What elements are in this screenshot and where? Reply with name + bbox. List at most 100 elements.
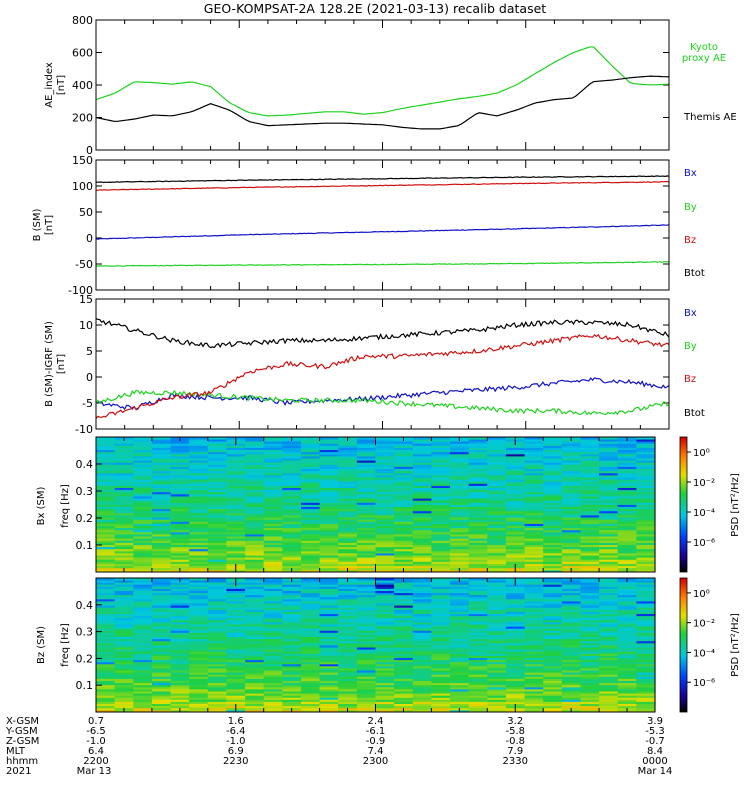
specbx-cell <box>282 542 302 545</box>
specbz-cell <box>394 705 414 709</box>
specbx-ylabel-line2: freq [Hz] <box>60 484 71 528</box>
specbx-cell <box>580 464 600 467</box>
specbx-cell <box>338 536 358 539</box>
specbx-cell <box>524 483 544 486</box>
specbz-cell <box>319 624 339 627</box>
specbz-cell <box>487 674 507 677</box>
specbz-cell <box>468 647 488 650</box>
specbx-cell <box>580 546 600 550</box>
specbx-cell <box>170 470 190 474</box>
specbz-cell <box>282 689 302 692</box>
specbz-cell <box>189 594 209 598</box>
specbz-cell <box>468 640 488 644</box>
specbz-cell <box>394 605 414 608</box>
specbz-cell <box>450 596 470 600</box>
specbx-cell <box>301 475 321 478</box>
specbx-cell <box>282 462 302 465</box>
specbx-cell <box>133 536 153 539</box>
specbx-cell <box>114 534 134 537</box>
specbx-cell <box>356 494 377 497</box>
specbz-cell <box>114 622 134 625</box>
xaxis-value: 1.6 <box>228 716 244 727</box>
specbx-cell <box>301 565 321 569</box>
specbx-cell <box>96 548 116 552</box>
specbz-cell <box>114 640 134 644</box>
specbz-cell <box>189 672 209 675</box>
specbz-cell <box>394 619 414 623</box>
specbx-cell <box>114 546 134 550</box>
specbz-cell <box>524 686 544 690</box>
specbz-cell <box>524 626 544 629</box>
specbz-cell <box>245 657 265 661</box>
specbx-cell <box>170 500 190 503</box>
specbx-cell <box>263 550 283 554</box>
specbz-cell <box>338 686 358 690</box>
specbz-cell <box>487 636 507 640</box>
specbz-cell <box>207 705 227 709</box>
specbz-cell <box>412 609 432 612</box>
specbx-cell <box>450 475 470 478</box>
specbz-cell <box>543 676 563 679</box>
specbx-cell <box>487 487 507 491</box>
specbx-cell <box>319 542 339 545</box>
specbz-cell <box>301 670 321 673</box>
specbx-cell <box>170 534 190 537</box>
specbz-cell <box>394 686 414 690</box>
specbz-cell <box>282 676 302 679</box>
specbx-cell <box>580 485 600 488</box>
specbz-cell <box>114 686 134 690</box>
specbx-cell <box>282 487 302 491</box>
specbx-cell <box>412 470 432 474</box>
specbx-cell <box>263 487 283 491</box>
specbx-cell <box>412 565 432 569</box>
specbz-cell <box>114 697 134 700</box>
digrf-legend-btot: Btot <box>684 408 705 419</box>
specbz-cell <box>96 655 116 658</box>
specbx-cell <box>207 557 227 560</box>
specbx-cell <box>450 563 470 567</box>
specbz-cell <box>151 580 172 583</box>
specbx-cell <box>282 464 302 467</box>
specbx-cell <box>599 548 619 552</box>
specbx-cell <box>561 487 581 491</box>
specbz-cell <box>617 661 637 665</box>
specbz-cell <box>580 609 600 612</box>
specbx-cell <box>636 557 656 560</box>
specbx-cell <box>133 517 153 520</box>
specbz-cell <box>543 598 563 602</box>
specbx-cell <box>487 555 507 558</box>
specbz-cell <box>319 607 339 610</box>
specbx-cell <box>319 550 339 554</box>
specbz-cell <box>133 674 153 677</box>
specbx-cell <box>263 538 283 541</box>
ae-ytick-label: 200 <box>72 112 93 125</box>
specbx-cell <box>617 519 637 522</box>
specbz-cell <box>263 689 283 692</box>
specbz-cell <box>207 653 227 656</box>
specbx-cell <box>301 487 321 491</box>
specbx-cell <box>170 538 190 541</box>
specbx-cell <box>394 531 414 535</box>
specbz-cell <box>487 632 507 635</box>
specbx-cell <box>580 481 600 484</box>
specbz-cell <box>505 611 526 614</box>
specbz-cell <box>207 615 227 619</box>
specbx-cell <box>189 472 209 476</box>
specbz-cell <box>636 626 656 629</box>
specbz-cell <box>263 601 283 604</box>
specbx-cell <box>412 451 432 455</box>
specbz-cell <box>375 707 395 711</box>
specbz-cell <box>301 684 321 688</box>
specbz-cell <box>319 653 339 656</box>
xaxis-value: 6.4 <box>88 746 104 757</box>
specbx-cell <box>96 498 116 501</box>
specbx-cell <box>170 563 190 567</box>
specbz-cell <box>319 634 339 637</box>
specbx-cell <box>505 453 526 457</box>
specbx-cell <box>505 449 526 453</box>
specbx-cell <box>282 449 302 453</box>
specbz-cell <box>282 594 302 598</box>
specbz-cell <box>617 615 637 619</box>
specbz-cells <box>96 578 656 713</box>
